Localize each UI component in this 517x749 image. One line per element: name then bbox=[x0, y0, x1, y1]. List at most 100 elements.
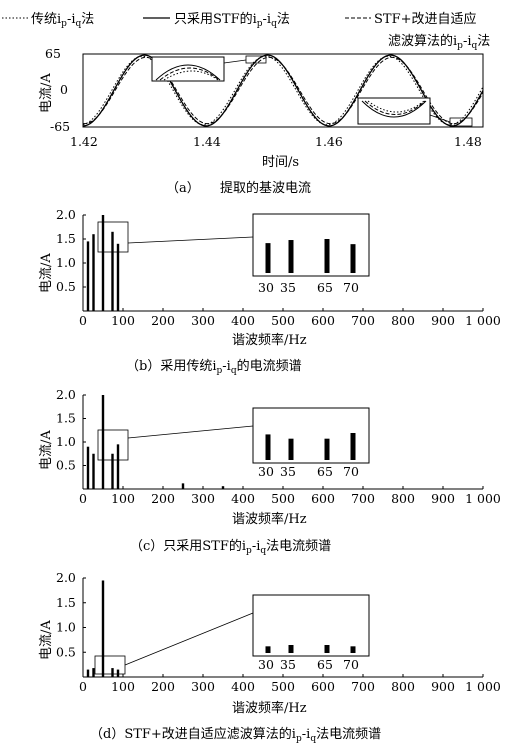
wave-series-solid bbox=[82, 54, 484, 127]
legend-label-stf: 只采用STF的ip-iq法 bbox=[174, 11, 290, 29]
ylabel-c: 电流/A bbox=[39, 430, 54, 470]
ytick-label: 1.5 bbox=[56, 231, 76, 246]
inset-bars-d bbox=[265, 645, 356, 653]
inset-tick-b-0: 30 bbox=[258, 280, 274, 295]
bars-c: 2.0 1.5 1.0 0.5 0 100 200 300 400 500 600 700 800 900… bbox=[56, 387, 501, 506]
xtick-label: 0 bbox=[79, 491, 87, 506]
bar-70hz bbox=[116, 243, 120, 311]
bar-50hz bbox=[101, 215, 105, 311]
xtick-label: 300 bbox=[191, 679, 215, 694]
xtick-label: 500 bbox=[271, 313, 295, 328]
bar-30hz bbox=[86, 446, 90, 489]
panel-b: 2.0 1.5 1.0 0.5 0 100 200 300 400 500 600 700 800 900… bbox=[39, 207, 501, 376]
xtick-label: 1 000 bbox=[465, 679, 501, 694]
inset-bar-70hz bbox=[350, 433, 356, 460]
xtick-label: 0 bbox=[79, 313, 87, 328]
bar-250hz bbox=[181, 483, 185, 489]
xtick-label: 700 bbox=[351, 491, 375, 506]
xtick-label: 600 bbox=[311, 313, 335, 328]
bar-50hz bbox=[101, 580, 105, 677]
xtick-label: 600 bbox=[311, 491, 335, 506]
zoom-source-b bbox=[97, 221, 129, 253]
inset-bar-70hz bbox=[350, 244, 356, 273]
inset-tick-d-2: 65 bbox=[317, 657, 333, 672]
xlabel-a: 时间/s bbox=[262, 155, 299, 170]
inset-trough-dashed bbox=[364, 100, 426, 115]
inset-bar-30hz bbox=[265, 434, 271, 460]
ytick-label: 2.0 bbox=[56, 207, 76, 222]
xtick-label: 400 bbox=[231, 491, 255, 506]
xtick-label: 300 bbox=[191, 313, 215, 328]
xtick-label: 400 bbox=[231, 313, 255, 328]
inset-tick-d-1: 35 bbox=[280, 657, 296, 672]
inset-bar-35hz bbox=[288, 645, 294, 653]
bar-70hz bbox=[116, 669, 120, 677]
zoom-inset-trough bbox=[357, 97, 431, 125]
zoom-connector-d bbox=[124, 612, 254, 666]
inset-tick-d-3: 70 bbox=[343, 657, 359, 672]
inset-tick-d-0: 30 bbox=[258, 657, 274, 672]
ytick-a-2: -65 bbox=[50, 119, 70, 134]
ytick-label: 1.0 bbox=[56, 255, 76, 270]
bars-b: 2.0 1.5 1.0 0.5 0 100 200 300 400 500 600 700 800 900… bbox=[56, 207, 501, 328]
inset-curve-dashed bbox=[159, 67, 220, 81]
ytick-label: 1.5 bbox=[56, 595, 76, 610]
inset-curve-solid bbox=[155, 64, 221, 81]
xlabel-d: 谐波频率/Hz bbox=[232, 700, 307, 716]
xtick-label: 400 bbox=[231, 679, 255, 694]
inset-tick-c-0: 30 bbox=[258, 464, 274, 479]
xtick-label: 500 bbox=[271, 679, 295, 694]
bars-d: 2.0 1.5 1.0 0.5 0 100 200 300 400 500 600 700 800 900… bbox=[56, 570, 501, 694]
xtick-a-0: 1.42 bbox=[70, 134, 98, 149]
bar-65hz bbox=[111, 231, 114, 311]
xtick-a-1: 1.44 bbox=[193, 134, 221, 149]
inset-bar-30hz bbox=[265, 243, 271, 273]
zoom-connector-trough bbox=[429, 114, 451, 123]
ytick-label: 0.5 bbox=[56, 458, 76, 473]
legend-label-proposed-2: 滤波算法的ip-iq法 bbox=[388, 33, 490, 51]
bar-70hz bbox=[116, 444, 120, 489]
xtick-label: 700 bbox=[351, 313, 375, 328]
zoom-source-c bbox=[97, 429, 129, 461]
bar-65hz bbox=[111, 453, 114, 489]
xtick-a-2: 1.46 bbox=[315, 134, 343, 149]
xtick-label: 200 bbox=[151, 679, 175, 694]
bar-35hz bbox=[92, 453, 95, 489]
bar-35hz bbox=[92, 668, 95, 677]
ytick-label: 0.5 bbox=[56, 644, 76, 659]
xtick-label: 0 bbox=[79, 679, 87, 694]
zoom-connector-c bbox=[127, 425, 254, 439]
inset-tick-c-1: 35 bbox=[280, 464, 296, 479]
ytick-label: 1.5 bbox=[56, 411, 76, 426]
xtick-label: 100 bbox=[111, 313, 135, 328]
xtick-label: 300 bbox=[191, 491, 215, 506]
ytick-label: 0.5 bbox=[56, 279, 76, 294]
inset-tick-c-3: 70 bbox=[343, 464, 359, 479]
zoom-inset-b bbox=[252, 213, 370, 277]
zoom-inset-c bbox=[252, 407, 370, 464]
caption-a-label: （a） bbox=[166, 181, 200, 196]
inset-bar-30hz bbox=[265, 646, 271, 653]
bar-65hz bbox=[111, 668, 114, 677]
xtick-label: 600 bbox=[311, 679, 335, 694]
zoom-source-d bbox=[94, 655, 126, 675]
xtick-label: 200 bbox=[151, 491, 175, 506]
panel-a: 65 0 -65 电流/A 1.42 1.44 1.46 1.48 时间/s （… bbox=[39, 46, 484, 196]
inset-bar-65hz bbox=[324, 438, 330, 460]
bar-350hz bbox=[221, 486, 225, 489]
ylabel-a: 电流/A bbox=[39, 73, 54, 113]
legend: 传统ip-iq法 只采用STF的ip-iq法 STF+改进自适应 滤波算法的ip… bbox=[2, 11, 490, 51]
xtick-label: 800 bbox=[391, 679, 415, 694]
inset-bars-b bbox=[265, 239, 356, 273]
xtick-label: 800 bbox=[391, 491, 415, 506]
ytick-label: 2.0 bbox=[56, 387, 76, 402]
caption-a-text: 提取的基波电流 bbox=[220, 180, 311, 196]
legend-label-proposed-1: STF+改进自适应 bbox=[374, 11, 477, 27]
inset-tick-b-1: 35 bbox=[280, 280, 296, 295]
zoom-connector-b bbox=[127, 236, 254, 244]
xtick-label: 1 000 bbox=[465, 313, 501, 328]
ylabel-b: 电流/A bbox=[39, 253, 54, 293]
xlabel-b: 谐波频率/Hz bbox=[232, 332, 307, 348]
ytick-label: 2.0 bbox=[56, 570, 76, 585]
